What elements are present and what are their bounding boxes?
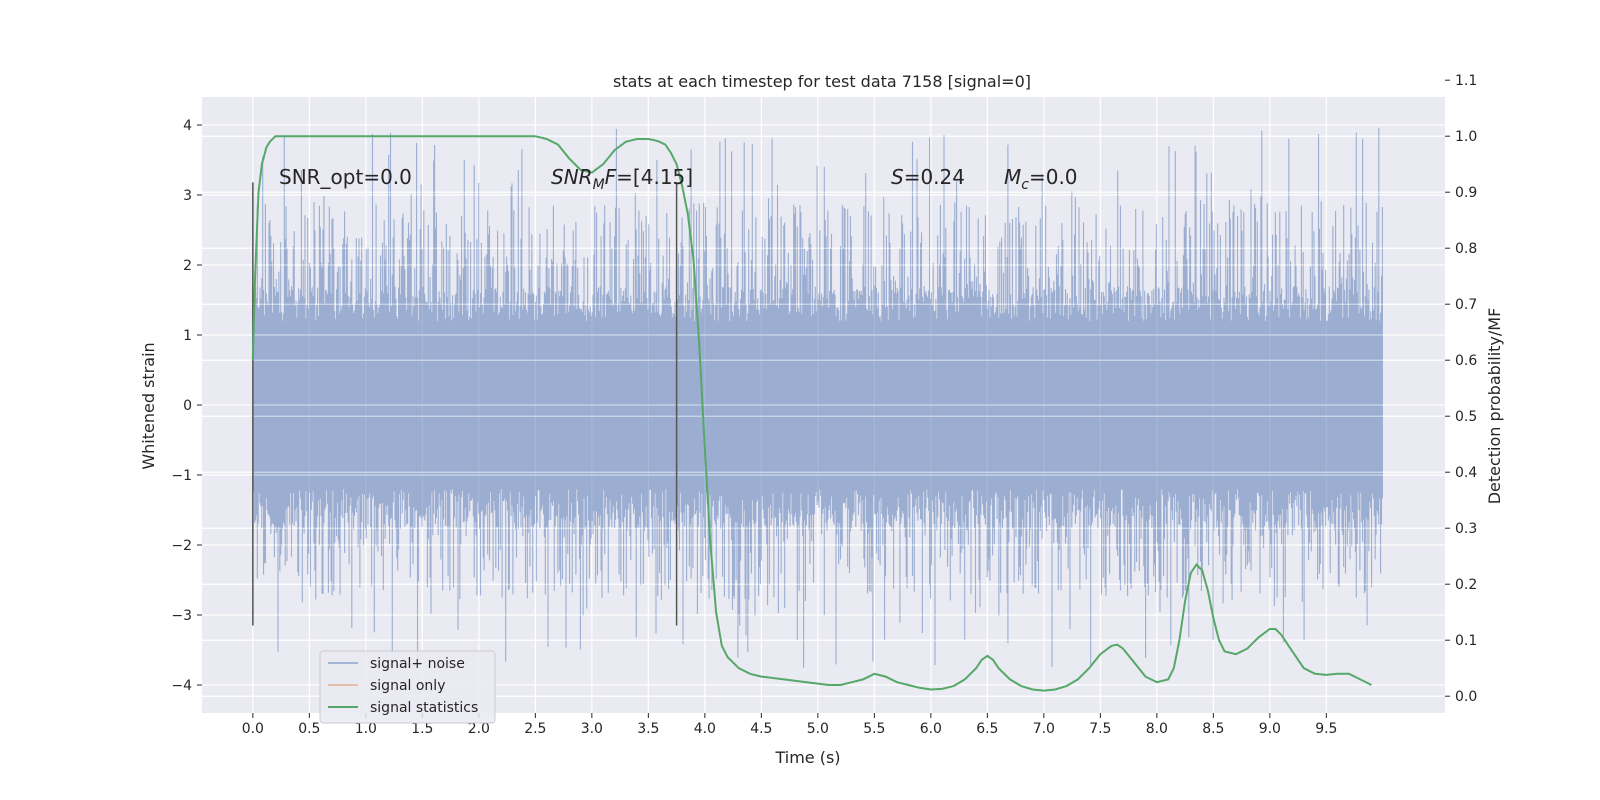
y2-tick-label: 0.3 <box>1455 521 1477 537</box>
x-tick-label: 7.5 <box>1089 721 1111 737</box>
signal-statistics-line <box>251 135 1372 692</box>
x-tick-label: 5.5 <box>863 721 885 737</box>
y2-tick-label: 0.8 <box>1455 241 1477 257</box>
annotation-snr-mf: SNRMF=[4.15] <box>551 165 693 193</box>
x-tick-label: 2.0 <box>468 721 490 737</box>
x-tick-label: 9.5 <box>1315 721 1337 737</box>
marker-lines <box>252 182 678 626</box>
x-tick-label: 7.0 <box>1033 721 1055 737</box>
y-axis-ticks: 4 3 2 1 0 −1 −2 −3 −4 <box>171 118 202 694</box>
x-tick-label: 1.5 <box>411 721 433 737</box>
y2-tick-label: 0.7 <box>1455 297 1477 313</box>
y2-tick-label: 1.1 <box>1455 73 1477 89</box>
legend-box <box>319 650 496 724</box>
y2-tick-label: 0.6 <box>1455 353 1477 369</box>
y2-tick-label: 0.1 <box>1455 633 1477 649</box>
y2-tick-label: 0.9 <box>1455 185 1477 201</box>
signal-noise-series <box>202 79 1445 697</box>
chart-title: stats at each timestep for test data 715… <box>613 72 1031 91</box>
y-tick-label: 1 <box>183 328 192 344</box>
y-tick-label: 4 <box>183 118 192 134</box>
y-tick-label: 2 <box>183 258 192 274</box>
x-tick-label: 2.5 <box>524 721 546 737</box>
legend-noise-label: signal+ noise <box>370 656 465 672</box>
y2-tick-label: 1.0 <box>1455 129 1477 145</box>
y-tick-label: 0 <box>183 398 192 414</box>
y2-tick-label: 0.0 <box>1455 689 1477 705</box>
x-tick-label: 0.0 <box>242 721 264 737</box>
y2-axis-ticks: 1.1 1.0 0.9 0.8 0.7 0.6 0.5 0.4 0.3 0.2 0.1 0.0 <box>1445 73 1477 705</box>
x-tick-label: 6.0 <box>920 721 942 737</box>
y-tick-label: −2 <box>171 538 192 554</box>
x-tick-label: 5.0 <box>807 721 829 737</box>
y2-axis-label: Detection probability/MF <box>1485 308 1504 505</box>
y-tick-label: −4 <box>171 678 192 694</box>
x-tick-label: 4.0 <box>694 721 716 737</box>
x-axis-ticks: 0.0 0.5 1.0 1.5 2.0 2.5 3.0 3.5 4.0 4.5 5.0 5.5 6.0 6… <box>242 713 1337 737</box>
x-tick-label: 6.5 <box>976 721 998 737</box>
annotation-snr-opt: SNR_opt=0.0 <box>279 165 412 189</box>
y-tick-label: −1 <box>171 468 192 484</box>
y2-tick-label: 0.2 <box>1455 577 1477 593</box>
annotation-s: S=0.24 <box>891 165 965 189</box>
x-tick-label: 8.0 <box>1146 721 1168 737</box>
y2-tick-label: 0.5 <box>1455 409 1477 425</box>
x-tick-label: 4.5 <box>750 721 772 737</box>
x-tick-label: 0.5 <box>298 721 320 737</box>
y2-tick-label: 0.4 <box>1455 465 1477 481</box>
x-tick-label: 3.0 <box>581 721 603 737</box>
annotation-mc: Mc=0.0 <box>1004 165 1078 193</box>
legend-stats-label: signal statistics <box>370 700 478 716</box>
y-tick-label: −3 <box>171 608 192 624</box>
legend: signal+ noise signal only signal statist… <box>319 650 496 724</box>
x-tick-label: 8.5 <box>1202 721 1224 737</box>
y-tick-label: 3 <box>183 188 192 204</box>
x-axis-label: Time (s) <box>774 748 840 767</box>
x-tick-label: 9.0 <box>1259 721 1281 737</box>
legend-signal-label: signal only <box>370 678 445 694</box>
x-tick-label: 1.0 <box>355 721 377 737</box>
x-tick-label: 3.5 <box>637 721 659 737</box>
y-axis-label: Whitened strain <box>139 342 158 469</box>
